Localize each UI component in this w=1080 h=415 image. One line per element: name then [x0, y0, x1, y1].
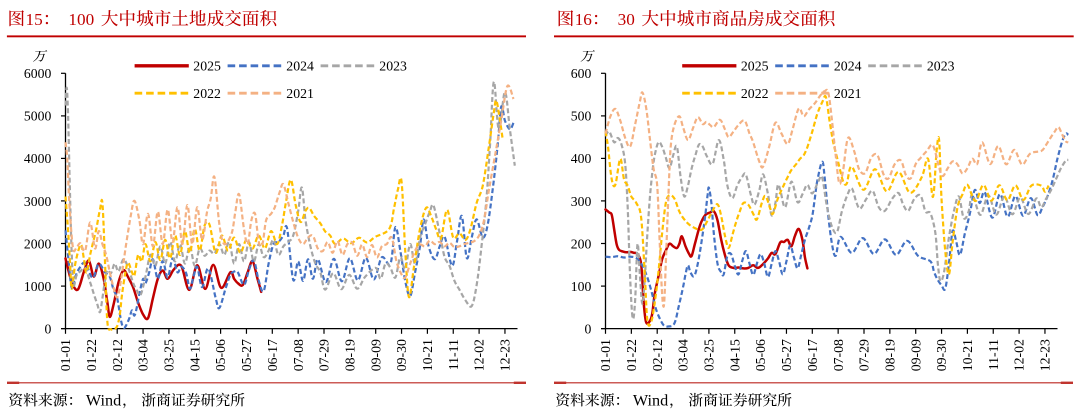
svg-text:01-01: 01-01 [58, 339, 73, 371]
svg-text:Wind: Wind [633, 391, 668, 409]
svg-text:06-17: 06-17 [805, 339, 820, 371]
svg-text:09-30: 09-30 [394, 339, 409, 371]
svg-text:300: 300 [571, 194, 592, 209]
svg-text:05-06: 05-06 [753, 339, 768, 371]
svg-text:01-22: 01-22 [624, 339, 639, 371]
svg-text:2022: 2022 [741, 86, 769, 101]
svg-text:03-25: 03-25 [162, 339, 177, 371]
svg-text:Wind: Wind [86, 391, 121, 409]
svg-text:07-29: 07-29 [317, 339, 332, 371]
svg-text:2021: 2021 [834, 86, 862, 101]
svg-text:10-21: 10-21 [420, 339, 435, 371]
svg-text:2021: 2021 [286, 86, 314, 101]
svg-text:03-04: 03-04 [676, 339, 691, 371]
svg-text:500: 500 [571, 109, 592, 124]
svg-text:400: 400 [571, 151, 592, 166]
svg-text:04-15: 04-15 [727, 339, 742, 371]
svg-text:02-12: 02-12 [110, 339, 125, 371]
svg-text:05-27: 05-27 [779, 339, 794, 371]
svg-text:5000: 5000 [24, 109, 52, 124]
svg-text:02-12: 02-12 [650, 339, 665, 371]
svg-text:2024: 2024 [286, 59, 314, 74]
svg-text:08-19: 08-19 [882, 339, 897, 371]
svg-text:12-02: 12-02 [1012, 339, 1027, 371]
svg-text:2023: 2023 [927, 59, 955, 74]
svg-text:12-23: 12-23 [1038, 339, 1053, 371]
svg-text:100: 100 [571, 279, 592, 294]
svg-text:11-11: 11-11 [986, 339, 1001, 370]
svg-text:07-08: 07-08 [831, 339, 846, 371]
svg-text:11-11: 11-11 [446, 339, 461, 370]
svg-text:09-09: 09-09 [368, 339, 383, 371]
svg-text:05-06: 05-06 [213, 339, 228, 371]
svg-text:12-23: 12-23 [498, 339, 513, 371]
svg-text:6000: 6000 [24, 66, 52, 81]
svg-text:09-30: 09-30 [934, 339, 949, 371]
svg-text:06-17: 06-17 [265, 339, 280, 371]
svg-text:1000: 1000 [24, 279, 52, 294]
svg-text:0: 0 [44, 321, 51, 336]
svg-text:07-08: 07-08 [291, 339, 306, 371]
svg-text:07-29: 07-29 [857, 339, 872, 371]
svg-text:100: 100 [68, 10, 94, 29]
svg-text:0: 0 [584, 321, 591, 336]
svg-text:600: 600 [571, 66, 592, 81]
svg-text:2000: 2000 [24, 236, 52, 251]
svg-text:30: 30 [618, 10, 635, 29]
svg-text:2024: 2024 [834, 59, 862, 74]
svg-text:4000: 4000 [24, 151, 52, 166]
svg-text:15: 15 [26, 10, 43, 29]
svg-text:200: 200 [571, 236, 592, 251]
svg-text:2025: 2025 [741, 59, 769, 74]
svg-text:2022: 2022 [193, 86, 221, 101]
svg-text:2023: 2023 [379, 59, 407, 74]
svg-text:08-19: 08-19 [342, 339, 357, 371]
svg-text:01-01: 01-01 [598, 339, 613, 371]
svg-text:04-15: 04-15 [187, 339, 202, 371]
svg-text:2025: 2025 [193, 59, 221, 74]
svg-text:03-25: 03-25 [702, 339, 717, 371]
svg-text:16: 16 [575, 10, 593, 29]
svg-text:3000: 3000 [24, 194, 52, 209]
svg-text:12-02: 12-02 [472, 339, 487, 371]
svg-text:09-09: 09-09 [908, 339, 923, 371]
svg-text:03-04: 03-04 [136, 339, 151, 371]
svg-text:01-22: 01-22 [84, 339, 99, 371]
svg-text:10-21: 10-21 [960, 339, 975, 371]
svg-text:05-27: 05-27 [239, 339, 254, 371]
